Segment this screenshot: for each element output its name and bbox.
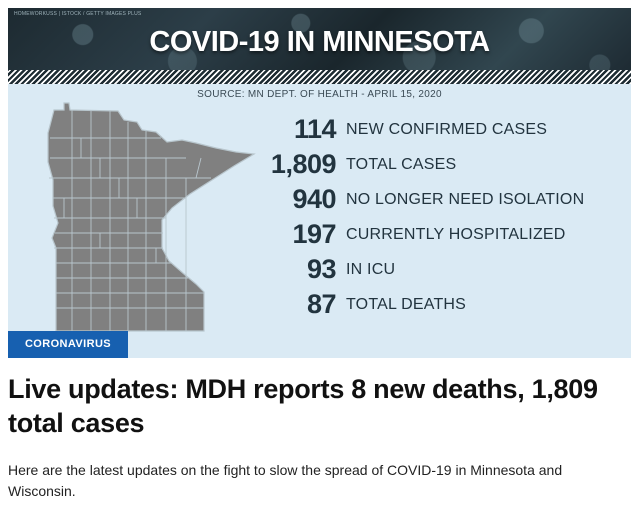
graphic-title: COVID-19 IN MINNESOTA — [149, 26, 490, 58]
stat-value: 93 — [306, 254, 337, 284]
image-credit: HOMEWORKUSS | ISTOCK / GETTY IMAGES PLUS — [14, 11, 142, 17]
stat-value: 1,809 — [270, 149, 337, 179]
stat-label: NEW CONFIRMED CASES — [346, 121, 548, 138]
stat-row: 1,809 TOTAL CASES — [236, 147, 631, 182]
title-banner: HOMEWORKUSS | ISTOCK / GETTY IMAGES PLUS… — [8, 8, 631, 84]
stat-value: 114 — [293, 114, 337, 144]
stats-list: 114 NEW CONFIRMED CASES 1,809 TOTAL CASE… — [236, 112, 631, 322]
article-headline[interactable]: Live updates: MDH reports 8 new deaths, … — [8, 374, 598, 438]
stat-value: 940 — [292, 184, 336, 214]
banner-stripes — [8, 70, 631, 84]
stat-value: 87 — [306, 289, 337, 319]
minnesota-map-icon — [47, 102, 256, 332]
stat-row: 93 IN ICU — [236, 252, 631, 287]
category-badge[interactable]: CORONAVIRUS — [8, 331, 128, 358]
stat-label: TOTAL CASES — [346, 156, 457, 173]
article-summary: Here are the latest updates on the fight… — [8, 462, 563, 499]
stat-label: TOTAL DEATHS — [346, 296, 467, 313]
stat-row: 197 CURRENTLY HOSPITALIZED — [236, 217, 631, 252]
stat-row: 87 TOTAL DEATHS — [236, 287, 631, 322]
stat-label: CURRENTLY HOSPITALIZED — [346, 226, 566, 243]
stat-label: IN ICU — [346, 261, 396, 278]
stat-value: 197 — [292, 219, 336, 249]
source-line: SOURCE: MN DEPT. OF HEALTH - APRIL 15, 2… — [197, 89, 442, 100]
stat-label: NO LONGER NEED ISOLATION — [346, 191, 585, 208]
stat-row: 940 NO LONGER NEED ISOLATION — [236, 182, 631, 217]
covid-infographic[interactable]: HOMEWORKUSS | ISTOCK / GETTY IMAGES PLUS… — [8, 8, 631, 358]
stat-row: 114 NEW CONFIRMED CASES — [236, 112, 631, 147]
